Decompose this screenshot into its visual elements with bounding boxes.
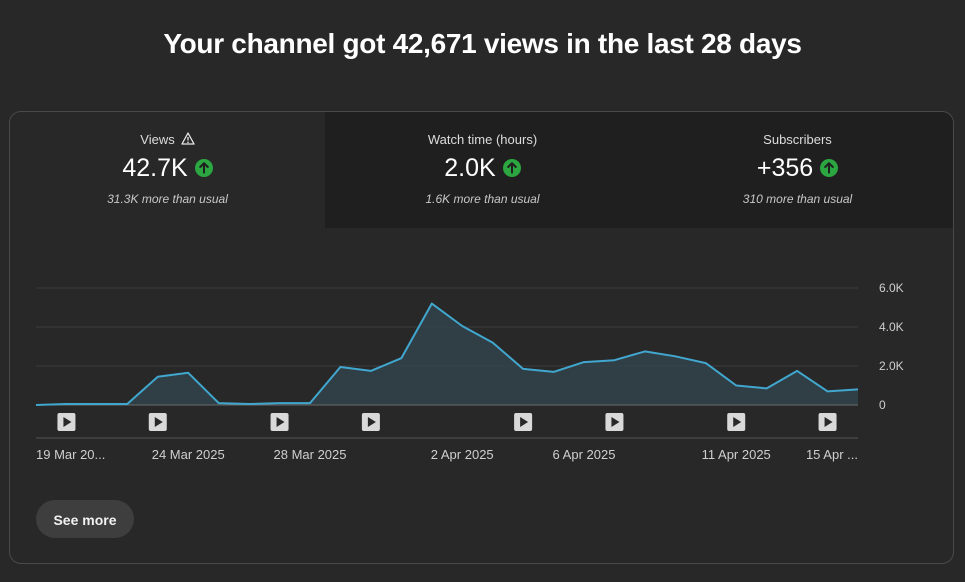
y-tick-label: 6.0K	[879, 281, 904, 295]
tab-views[interactable]: Views 42.7K 31.3K more than usual	[10, 112, 325, 228]
tab-watch-time-comparison: 1.6K more than usual	[425, 192, 540, 206]
tab-subscribers-label: Subscribers	[763, 132, 832, 147]
tab-subscribers[interactable]: Subscribers +356 310 more than usual	[640, 112, 953, 228]
tab-watch-time-value: 2.0K	[444, 153, 496, 182]
data-point[interactable]	[672, 353, 678, 359]
data-point[interactable]	[581, 359, 587, 365]
x-tick-label: 19 Mar 20...	[36, 447, 105, 462]
data-point[interactable]	[368, 368, 374, 374]
views-line	[35, 302, 859, 406]
tab-subscribers-comparison: 310 more than usual	[742, 192, 853, 206]
play-icon[interactable]	[57, 413, 76, 431]
tab-views-label: Views	[140, 132, 175, 147]
data-point[interactable]	[307, 400, 313, 406]
x-tick-label: 15 Apr ...	[806, 447, 858, 462]
up-arrow-icon	[820, 159, 839, 177]
y-tick-label: 0	[879, 398, 886, 412]
data-point[interactable]	[520, 366, 526, 372]
data-point[interactable]	[490, 340, 496, 346]
tab-watch-time-label: Watch time (hours)	[427, 132, 538, 147]
data-point[interactable]	[216, 400, 222, 406]
data-point[interactable]	[642, 348, 648, 354]
x-tick-label: 6 Apr 2025	[553, 447, 616, 462]
tab-views-value: 42.7K	[122, 153, 188, 182]
data-point[interactable]	[794, 368, 800, 374]
data-point[interactable]	[398, 355, 404, 361]
page-title: Your channel got 42,671 views in the las…	[163, 28, 802, 59]
tab-watch-time[interactable]: Watch time (hours) 2.0K 1.6K more than u…	[325, 112, 640, 228]
x-tick-label: 2 Apr 2025	[431, 447, 494, 462]
warning-icon[interactable]	[181, 132, 195, 145]
data-point[interactable]	[611, 357, 617, 363]
data-point[interactable]	[429, 301, 435, 307]
data-point[interactable]	[124, 401, 130, 407]
tab-views-comparison: 31.3K more than usual	[107, 192, 228, 206]
y-tick-label: 2.0K	[879, 359, 904, 373]
data-point[interactable]	[855, 386, 861, 392]
data-point[interactable]	[185, 370, 191, 376]
play-icon[interactable]	[361, 413, 380, 431]
data-point[interactable]	[703, 360, 709, 366]
data-point[interactable]	[337, 364, 343, 370]
data-point[interactable]	[825, 388, 831, 394]
data-point[interactable]	[94, 401, 100, 407]
data-point[interactable]	[733, 383, 739, 389]
x-tick-label: 24 Mar 2025	[152, 447, 225, 462]
data-point[interactable]	[155, 374, 161, 380]
up-arrow-icon	[502, 159, 521, 177]
play-icon[interactable]	[818, 413, 837, 431]
play-icon[interactable]	[727, 413, 746, 431]
play-icon[interactable]	[270, 413, 289, 431]
tab-subscribers-value: +356	[756, 153, 814, 182]
data-point[interactable]	[277, 400, 283, 406]
data-point[interactable]	[246, 401, 252, 407]
data-point[interactable]	[459, 323, 465, 329]
metric-tabs: Views 42.7K 31.3K more than usual Watch …	[10, 112, 953, 228]
views-chart: 6.0K 4.0K 2.0K 0 19 Mar 20... 24 Mar 2025 28 M…	[33, 281, 904, 462]
see-more-button[interactable]: See more	[36, 500, 134, 538]
data-point[interactable]	[33, 402, 39, 408]
data-point[interactable]	[764, 385, 770, 391]
play-icon[interactable]	[605, 413, 624, 431]
x-tick-label: 28 Mar 2025	[274, 447, 347, 462]
play-icon[interactable]	[514, 413, 533, 431]
analytics-card: Views 42.7K 31.3K more than usual Watch …	[9, 111, 954, 564]
data-point[interactable]	[551, 369, 557, 375]
data-point[interactable]	[63, 401, 69, 407]
up-arrow-icon	[194, 159, 213, 177]
x-tick-label: 11 Apr 2025	[702, 447, 771, 462]
play-icon[interactable]	[148, 413, 167, 431]
views-area	[36, 303, 858, 405]
y-tick-label: 4.0K	[879, 320, 904, 334]
